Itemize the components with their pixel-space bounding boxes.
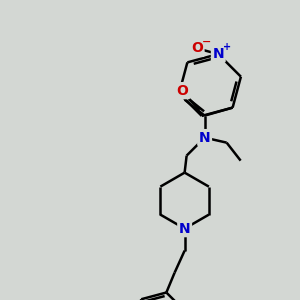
Text: N: N — [179, 222, 190, 236]
Text: N: N — [212, 47, 224, 61]
Text: N: N — [199, 130, 210, 145]
Text: +: + — [223, 42, 231, 52]
Text: −: − — [201, 36, 211, 46]
Text: O: O — [177, 84, 189, 98]
Text: O: O — [191, 41, 203, 56]
